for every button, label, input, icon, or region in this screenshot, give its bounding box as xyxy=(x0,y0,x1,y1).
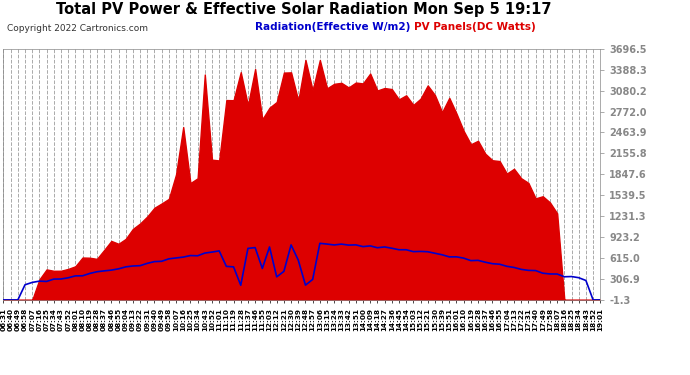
Text: Total PV Power & Effective Solar Radiation Mon Sep 5 19:17: Total PV Power & Effective Solar Radiati… xyxy=(56,2,551,17)
Text: Radiation(Effective W/m2): Radiation(Effective W/m2) xyxy=(255,22,411,33)
Text: PV Panels(DC Watts): PV Panels(DC Watts) xyxy=(414,22,535,33)
Text: Copyright 2022 Cartronics.com: Copyright 2022 Cartronics.com xyxy=(7,24,148,33)
